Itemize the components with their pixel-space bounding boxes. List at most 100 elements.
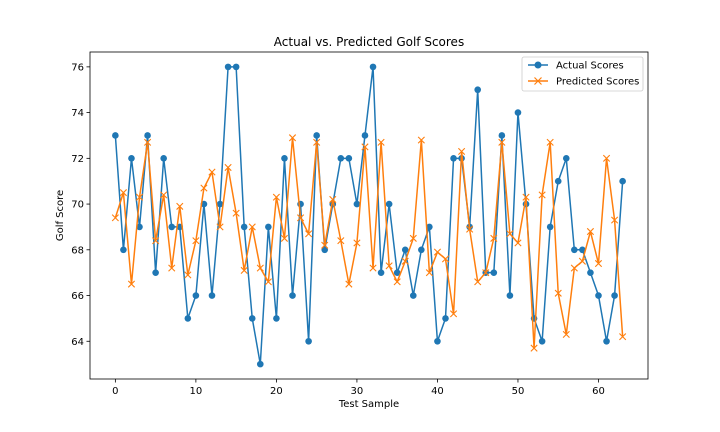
predicted-score-point bbox=[280, 234, 289, 242]
legend-marker-predicted bbox=[534, 77, 542, 85]
predicted-score-point bbox=[361, 143, 369, 151]
predicted-score-point bbox=[345, 280, 353, 288]
predicted-score-point bbox=[562, 330, 570, 338]
predicted-score-point bbox=[224, 163, 232, 172]
actual-score-point bbox=[273, 315, 280, 322]
actual-score-point bbox=[619, 177, 626, 185]
actual-score-point bbox=[546, 223, 554, 231]
actual-score-point bbox=[112, 132, 119, 139]
actual-score-point bbox=[361, 132, 369, 139]
actual-score-point bbox=[409, 292, 417, 299]
y-axis-label: Golf Score bbox=[55, 190, 66, 241]
predicted-score-point bbox=[337, 237, 345, 245]
actual-score-point bbox=[369, 63, 377, 71]
predicted-score-point bbox=[433, 248, 442, 256]
x-tick-label: 40 bbox=[431, 386, 444, 397]
predicted-score-point bbox=[296, 214, 305, 222]
predicted-score-point bbox=[538, 191, 546, 199]
x-tick-label: 0 bbox=[112, 386, 118, 397]
actual-score-point bbox=[393, 269, 401, 276]
predicted-score-point bbox=[200, 184, 208, 192]
x-tick-label: 20 bbox=[270, 386, 283, 397]
actual-score-point bbox=[208, 292, 216, 299]
y-tick-label: 70 bbox=[71, 200, 84, 211]
predicted-score-point bbox=[498, 138, 506, 146]
actual-score-point bbox=[514, 109, 522, 116]
actual-score-point bbox=[281, 155, 288, 162]
actual-score-point bbox=[498, 132, 506, 139]
actual-scores-line bbox=[114, 66, 624, 365]
predicted-score-point bbox=[248, 223, 256, 231]
predicted-score-point bbox=[474, 278, 482, 286]
predicted-score-point bbox=[610, 216, 619, 224]
actual-score-point bbox=[579, 246, 586, 254]
predicted-score-point bbox=[458, 147, 466, 156]
y-tick-label: 64 bbox=[71, 337, 84, 348]
actual-score-point bbox=[184, 315, 192, 322]
legend-label-actual: Actual Scores bbox=[556, 61, 624, 72]
actual-score-point bbox=[490, 269, 498, 276]
legend-frame bbox=[521, 56, 644, 92]
predicted-score-point bbox=[546, 138, 554, 146]
predicted-score-point bbox=[272, 193, 280, 201]
actual-score-point bbox=[450, 155, 457, 162]
predicted-score-point bbox=[119, 189, 128, 197]
actual-score-point bbox=[168, 223, 176, 231]
actual-score-point bbox=[587, 269, 594, 276]
actual-score-point bbox=[353, 200, 361, 208]
predicted-score-point bbox=[240, 266, 248, 274]
predicted-score-point bbox=[168, 264, 176, 272]
legend-marker-actual bbox=[534, 61, 542, 69]
predicted-score-point bbox=[522, 193, 530, 201]
actual-score-point bbox=[136, 223, 143, 231]
predicted-score-point bbox=[385, 262, 393, 270]
predicted-score-point bbox=[401, 257, 409, 265]
x-tick-label: 60 bbox=[592, 386, 605, 397]
actual-score-point bbox=[418, 246, 425, 254]
predicted-score-point bbox=[506, 230, 514, 238]
predicted-score-point bbox=[425, 269, 433, 277]
actual-score-point bbox=[224, 63, 232, 71]
y-tick-label: 72 bbox=[71, 154, 84, 165]
predicted-score-point bbox=[578, 257, 586, 265]
actual-score-point bbox=[562, 155, 570, 162]
actual-score-point bbox=[144, 132, 151, 139]
actual-score-point bbox=[506, 292, 514, 299]
legend-label-predicted: Predicted Scores bbox=[556, 77, 639, 88]
actual-score-point bbox=[571, 246, 578, 254]
predicted-score-point bbox=[353, 239, 361, 247]
predicted-score-point bbox=[111, 214, 119, 222]
actual-score-point bbox=[337, 155, 345, 162]
x-tick-label: 50 bbox=[512, 386, 525, 397]
predicted-score-point bbox=[152, 237, 160, 245]
predicted-score-point bbox=[208, 168, 216, 176]
actual-score-point bbox=[595, 292, 602, 299]
y-tick-label: 66 bbox=[71, 291, 84, 302]
predicted-score-point bbox=[321, 241, 329, 249]
predicted-score-point bbox=[377, 138, 385, 146]
predicted-score-point bbox=[216, 223, 224, 231]
actual-score-point bbox=[377, 269, 385, 276]
predicted-score-point bbox=[602, 154, 611, 162]
predicted-score-point bbox=[554, 289, 562, 297]
actual-score-point bbox=[232, 63, 240, 71]
predicted-score-point bbox=[369, 264, 377, 272]
actual-score-point bbox=[313, 132, 320, 139]
y-tick-label: 76 bbox=[71, 62, 84, 73]
series-predicted bbox=[111, 134, 627, 352]
actual-score-point bbox=[152, 269, 159, 276]
predicted-score-point bbox=[313, 138, 321, 146]
legend: Actual Scores Predicted Scores bbox=[521, 56, 644, 92]
actual-score-point bbox=[345, 155, 353, 162]
predicted-score-point bbox=[393, 278, 401, 286]
actual-score-point bbox=[426, 223, 433, 231]
predicted-score-point bbox=[441, 255, 450, 263]
actual-score-point bbox=[128, 155, 135, 162]
predicted-score-point bbox=[594, 259, 603, 268]
predicted-score-point bbox=[232, 209, 240, 217]
x-tick-label: 30 bbox=[351, 386, 364, 397]
predicted-score-point bbox=[264, 278, 272, 286]
actual-score-point bbox=[240, 223, 248, 231]
predicted-score-point bbox=[409, 234, 417, 242]
